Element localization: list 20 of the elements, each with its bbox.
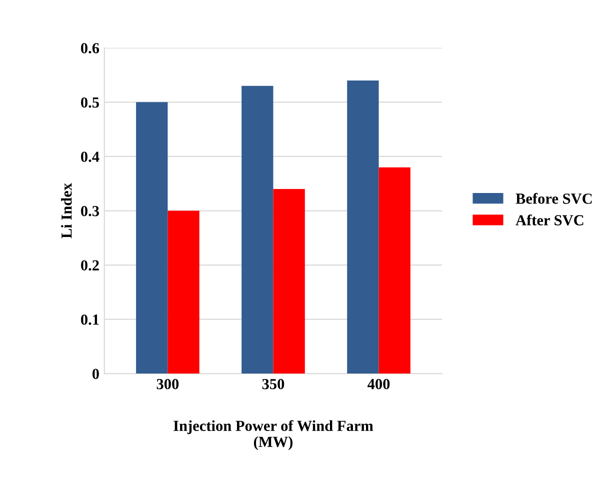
y-axis-title: Li Index: [61, 183, 72, 238]
bar: [136, 102, 168, 374]
bar: [347, 80, 379, 374]
bar: [168, 210, 200, 374]
bar: [242, 86, 274, 374]
bar: [273, 189, 305, 374]
x-tick-label: 400: [368, 378, 390, 390]
x-tick-label: 350: [262, 378, 284, 390]
x-tick-label: 300: [156, 378, 179, 390]
y-tick-label: 0.3: [81, 206, 99, 216]
y-tick-label: 0.2: [81, 260, 99, 271]
legend-label: After SVC: [516, 214, 584, 226]
y-tick-label: 0.6: [81, 43, 100, 54]
bar: [378, 167, 410, 374]
y-tick-label: 0: [92, 368, 99, 380]
y-tick-label: 0.5: [81, 97, 99, 108]
legend-label: Before SVC: [516, 192, 592, 204]
y-tick-label: 0.4: [81, 152, 100, 162]
y-tick-label: 0.1: [81, 314, 99, 325]
x-axis-title: Injection Power of Wind Farm (MW): [174, 420, 374, 450]
